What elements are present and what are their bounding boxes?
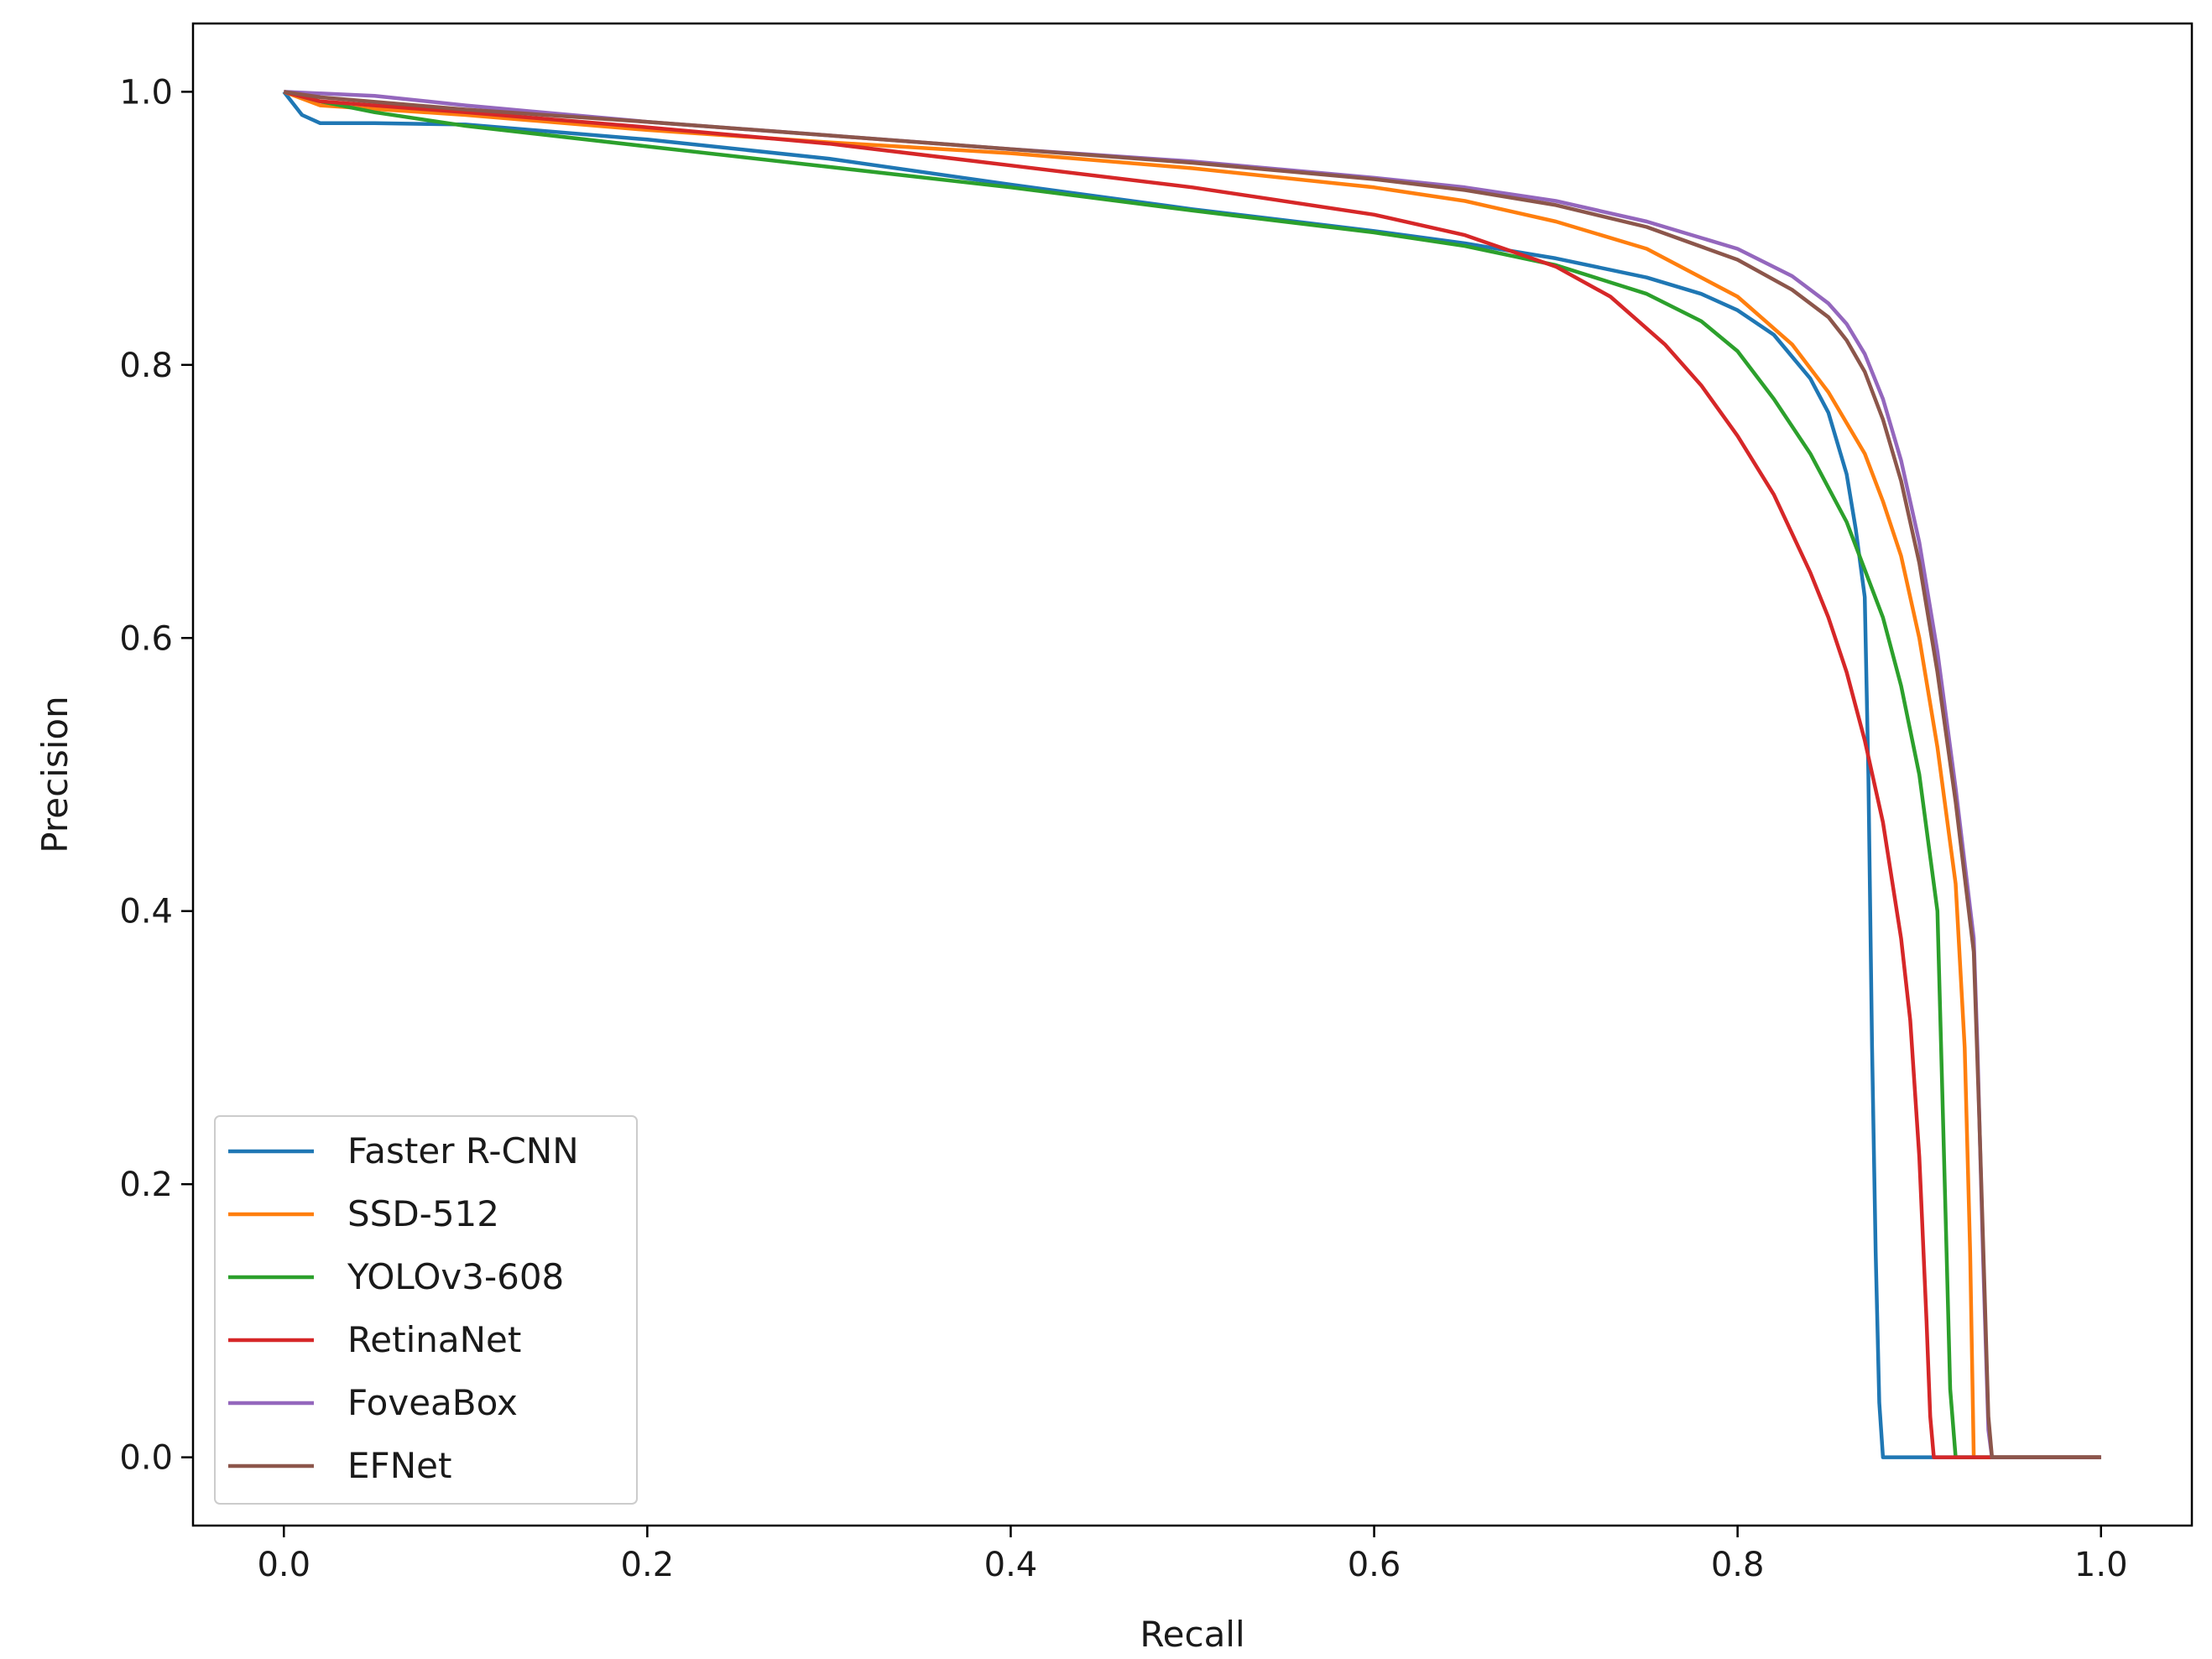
x-tick-label: 0.4: [984, 1546, 1038, 1584]
x-tick-label: 0.8: [1711, 1546, 1765, 1584]
y-tick-label: 0.8: [119, 347, 173, 385]
x-tick-label: 1.0: [2074, 1546, 2128, 1584]
x-tick-label: 0.2: [621, 1546, 675, 1584]
y-tick-label: 0.4: [119, 893, 173, 931]
legend: Faster R-CNN SSD-512 YOLOv3-608 RetinaNet Fo…: [214, 1115, 638, 1505]
legend-label: EFNet: [347, 1445, 451, 1486]
y-tick-label: 0.2: [119, 1166, 173, 1204]
legend-label: FoveaBox: [347, 1382, 518, 1423]
series-line-retinanet: [283, 90, 2101, 1459]
series-layer: [282, 90, 2101, 1459]
plot-frame: [191, 22, 2194, 1527]
legend-label: RetinaNet: [347, 1319, 521, 1360]
y-tick-label: 1.0: [119, 73, 173, 112]
series-line-yolov3-608: [283, 90, 2101, 1459]
y-tick-label: 0.0: [119, 1439, 173, 1478]
y-axis-label: Precision: [34, 696, 76, 853]
y-tick-label: 0.6: [119, 619, 173, 658]
series-line-faster-r-cnn: [282, 91, 2101, 1459]
legend-label: Faster R-CNN: [347, 1130, 579, 1171]
x-tick-label: 0.0: [257, 1546, 310, 1584]
y-axis-ticks: 0.0 0.2 0.4 0.6 0.8 1.0: [119, 73, 193, 1478]
legend-label: SSD-512: [347, 1193, 499, 1234]
series-line-efnet: [283, 90, 2101, 1459]
legend-label: YOLOv3-608: [347, 1256, 564, 1297]
x-axis-ticks: 0.0 0.2 0.4 0.6 0.8 1.0: [257, 1526, 2128, 1584]
x-tick-label: 0.6: [1348, 1546, 1401, 1584]
legend-box: [214, 1115, 638, 1505]
x-axis-label: Recall: [1140, 1614, 1244, 1655]
